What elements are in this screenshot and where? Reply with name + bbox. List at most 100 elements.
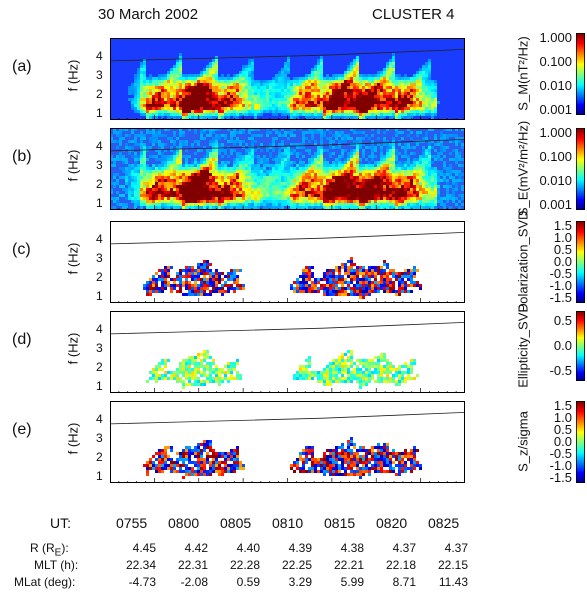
spectrogram-cell bbox=[269, 191, 272, 194]
wave-param-cell bbox=[314, 281, 317, 284]
spectrogram-cell bbox=[179, 131, 182, 134]
spectrogram-cell bbox=[191, 80, 194, 83]
spectrogram-cell bbox=[131, 89, 134, 92]
spectrogram-cell bbox=[272, 95, 275, 98]
wave-param-cell bbox=[197, 263, 200, 266]
spectrogram-cell bbox=[173, 116, 176, 119]
spectrogram-cell bbox=[305, 179, 308, 182]
spectrogram-cell bbox=[263, 80, 266, 83]
wave-param-cell bbox=[227, 290, 230, 293]
spectrogram-cell bbox=[158, 101, 161, 104]
spectrogram-cell bbox=[122, 167, 125, 170]
spectrogram-cell bbox=[233, 191, 236, 194]
spectrogram-cell bbox=[239, 140, 242, 143]
spectrogram-cell bbox=[359, 89, 362, 92]
spectrogram-cell bbox=[404, 161, 407, 164]
spectrogram-cell bbox=[242, 158, 245, 161]
spectrogram-cell bbox=[299, 173, 302, 176]
spectrogram-cell bbox=[203, 128, 206, 131]
wave-param-cell bbox=[185, 365, 188, 368]
spectrogram-cell bbox=[353, 65, 356, 68]
spectrogram-cell bbox=[317, 152, 320, 155]
spectrogram-cell bbox=[341, 95, 344, 98]
wave-param-cell bbox=[227, 284, 230, 287]
spectrogram-cell bbox=[215, 146, 218, 149]
spectrogram-cell bbox=[380, 176, 383, 179]
spectrogram-cell bbox=[218, 164, 221, 167]
spectrogram-cell bbox=[179, 128, 182, 131]
spectrogram-cell bbox=[170, 110, 173, 113]
spectrogram-cell bbox=[134, 89, 137, 92]
spectrogram-cell bbox=[152, 203, 155, 206]
wave-param-cell bbox=[203, 356, 206, 359]
spectrogram-cell bbox=[287, 173, 290, 176]
spectrogram-cell bbox=[290, 191, 293, 194]
spectrogram-cell bbox=[206, 197, 209, 200]
spectrogram-cell bbox=[317, 155, 320, 158]
spectrogram-cell bbox=[425, 80, 428, 83]
spectrogram-cell bbox=[242, 86, 245, 89]
spectrogram-cell bbox=[149, 131, 152, 134]
spectrogram-cell bbox=[197, 200, 200, 203]
spectrogram-cell bbox=[140, 161, 143, 164]
spectrogram-cell bbox=[431, 116, 434, 119]
spectrogram-cell bbox=[413, 170, 416, 173]
spectrogram-cell bbox=[425, 182, 428, 185]
spectrogram-cell bbox=[404, 179, 407, 182]
spectrogram-cell bbox=[407, 77, 410, 80]
spectrogram-cell bbox=[425, 83, 428, 86]
wave-param-cell bbox=[164, 278, 167, 281]
spectrogram-cell bbox=[434, 83, 437, 86]
spectrogram-cell bbox=[344, 140, 347, 143]
spectrogram-cell bbox=[254, 185, 257, 188]
spectrogram-cell bbox=[320, 164, 323, 167]
spectrogram-cell bbox=[275, 206, 278, 209]
spectrogram-cell bbox=[221, 107, 224, 110]
spectrogram-cell bbox=[275, 92, 278, 95]
spectrogram-cell bbox=[152, 116, 155, 119]
spectrogram-cell bbox=[302, 95, 305, 98]
spectrogram-cell bbox=[452, 200, 455, 203]
spectrogram-cell bbox=[434, 203, 437, 206]
wave-param-cell bbox=[407, 290, 410, 293]
spectrogram-cell bbox=[392, 164, 395, 167]
spectrogram-cell bbox=[152, 110, 155, 113]
spectrogram-cell bbox=[221, 173, 224, 176]
spectrogram-cell bbox=[371, 149, 374, 152]
spectrogram-cell bbox=[278, 206, 281, 209]
wave-param-cell bbox=[149, 284, 152, 287]
spectrogram-cell bbox=[341, 206, 344, 209]
spectrogram-cell bbox=[341, 116, 344, 119]
spectrogram-cell bbox=[230, 89, 233, 92]
spectrogram-cell bbox=[329, 194, 332, 197]
spectrogram-cell bbox=[359, 191, 362, 194]
spectrogram-cell bbox=[245, 113, 248, 116]
wave-param-cell bbox=[353, 290, 356, 293]
spectrogram-cell bbox=[200, 113, 203, 116]
spectrogram-cell bbox=[233, 116, 236, 119]
spectrogram-cell bbox=[341, 167, 344, 170]
spectrogram-cell bbox=[419, 95, 422, 98]
spectrogram-cell bbox=[431, 185, 434, 188]
wave-param-cell bbox=[164, 269, 167, 272]
wave-param-cell bbox=[203, 275, 206, 278]
wave-param-cell bbox=[398, 284, 401, 287]
spectrogram-cell bbox=[314, 68, 317, 71]
wave-param-cell bbox=[374, 281, 377, 284]
wave-param-cell bbox=[200, 290, 203, 293]
spectrogram-cell bbox=[374, 104, 377, 107]
wave-param-cell bbox=[377, 269, 380, 272]
wave-param-cell bbox=[206, 287, 209, 290]
spectrogram-cell bbox=[284, 155, 287, 158]
spectrogram-cell bbox=[428, 68, 431, 71]
spectrogram-cell bbox=[194, 200, 197, 203]
spectrogram-cell bbox=[290, 188, 293, 191]
spectrogram-cell bbox=[386, 173, 389, 176]
spectrogram-cell bbox=[131, 146, 134, 149]
spectrogram-cell bbox=[221, 74, 224, 77]
spectrogram-cell bbox=[188, 197, 191, 200]
wave-param-cell bbox=[188, 284, 191, 287]
spectrogram-cell bbox=[386, 206, 389, 209]
spectrogram-cell bbox=[164, 74, 167, 77]
spectrogram-cell bbox=[428, 128, 431, 131]
